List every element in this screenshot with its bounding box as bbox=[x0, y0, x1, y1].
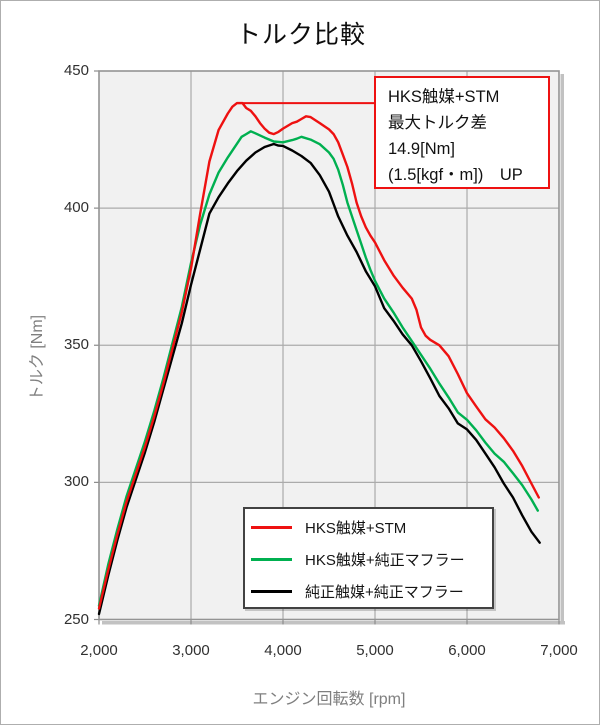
legend: HKS触媒+STM HKS触媒+純正マフラー 純正触媒+純正マフラー bbox=[243, 507, 494, 609]
y-tick-label: 300 bbox=[63, 473, 89, 491]
legend-label: HKS触媒+STM bbox=[305, 519, 407, 537]
callout-text-line: 14.9[Nm] bbox=[388, 140, 455, 158]
chart-title: トルク比較 bbox=[235, 21, 366, 49]
callout-text-line: HKS触媒+STM bbox=[388, 88, 500, 106]
y-tick-label: 450 bbox=[63, 62, 89, 79]
callout-text-line: 最大トルク差 bbox=[388, 114, 487, 132]
legend-line-sample-black bbox=[251, 589, 292, 593]
x-tick-label: 4,000 bbox=[264, 642, 302, 659]
x-tick-label: 3,000 bbox=[172, 642, 210, 659]
legend-label: 純正触媒+純正マフラー bbox=[305, 583, 464, 601]
y-tick-label: 400 bbox=[63, 199, 89, 217]
x-tick-label: 7,000 bbox=[540, 642, 578, 659]
max-torque-callout: HKS触媒+STM 最大トルク差 14.9[Nm] (1.5[kgf・m]) U… bbox=[374, 76, 550, 189]
x-tick-label: 2,000 bbox=[80, 642, 118, 659]
x-axis-title: エンジン回転数 [rpm] bbox=[252, 691, 406, 708]
legend-line-sample-red bbox=[251, 525, 292, 529]
y-tick-label: 350 bbox=[63, 336, 89, 354]
legend-label: HKS触媒+純正マフラー bbox=[305, 551, 465, 569]
callout-text-line: (1.5[kgf・m]) UP bbox=[388, 166, 523, 184]
legend-item-hks-stock-muffler: HKS触媒+純正マフラー bbox=[245, 543, 492, 575]
legend-item-hks-stm: HKS触媒+STM bbox=[245, 511, 492, 543]
legend-line-sample-green bbox=[251, 557, 292, 561]
x-tick-label: 5,000 bbox=[356, 642, 394, 659]
legend-item-stock-stock-muffler: 純正触媒+純正マフラー bbox=[245, 575, 492, 607]
y-axis-title: トルク [Nm] bbox=[29, 314, 46, 402]
x-tick-label: 6,000 bbox=[448, 642, 486, 659]
y-tick-label: 250 bbox=[63, 610, 89, 628]
